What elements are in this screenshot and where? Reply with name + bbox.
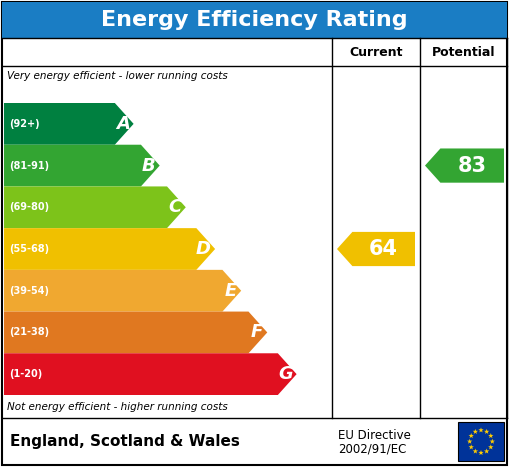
Text: D: D [196, 240, 211, 258]
Text: G: G [278, 365, 293, 383]
Polygon shape [473, 429, 478, 434]
Text: Potential: Potential [432, 45, 495, 58]
Text: F: F [251, 324, 263, 341]
Polygon shape [467, 439, 472, 444]
Bar [458, 422, 504, 461]
Text: England, Scotland & Wales: England, Scotland & Wales [10, 434, 240, 449]
Polygon shape [469, 433, 474, 438]
Text: (92+): (92+) [9, 119, 40, 129]
Text: 83: 83 [458, 156, 487, 176]
Bar [2, 2, 507, 38]
Polygon shape [4, 103, 133, 145]
Polygon shape [478, 427, 484, 432]
Text: EU Directive: EU Directive [338, 429, 411, 442]
Polygon shape [4, 354, 297, 395]
Polygon shape [4, 228, 215, 270]
Polygon shape [490, 439, 495, 444]
Text: 64: 64 [369, 239, 398, 259]
Polygon shape [337, 232, 415, 266]
Text: Energy Efficiency Rating: Energy Efficiency Rating [101, 10, 407, 30]
Polygon shape [484, 448, 489, 453]
Text: Current: Current [349, 45, 403, 58]
Text: B: B [142, 156, 156, 175]
Text: E: E [225, 282, 237, 300]
Text: (1-20): (1-20) [9, 369, 42, 379]
Text: (81-91): (81-91) [9, 161, 49, 170]
Polygon shape [4, 311, 267, 354]
Polygon shape [4, 270, 241, 311]
Polygon shape [425, 149, 504, 183]
Polygon shape [488, 445, 493, 449]
Polygon shape [478, 450, 484, 455]
Text: Very energy efficient - lower running costs: Very energy efficient - lower running co… [7, 71, 228, 81]
Text: (39-54): (39-54) [9, 286, 49, 296]
Text: C: C [168, 198, 182, 216]
Polygon shape [4, 145, 160, 186]
Text: A: A [116, 115, 130, 133]
Text: Not energy efficient - higher running costs: Not energy efficient - higher running co… [7, 402, 228, 412]
Polygon shape [484, 429, 489, 434]
Polygon shape [488, 433, 493, 438]
Polygon shape [4, 186, 186, 228]
Polygon shape [473, 448, 478, 453]
Text: (55-68): (55-68) [9, 244, 49, 254]
Text: 2002/91/EC: 2002/91/EC [338, 442, 406, 455]
Text: (69-80): (69-80) [9, 202, 49, 212]
Polygon shape [469, 445, 474, 449]
Text: (21-38): (21-38) [9, 327, 49, 338]
